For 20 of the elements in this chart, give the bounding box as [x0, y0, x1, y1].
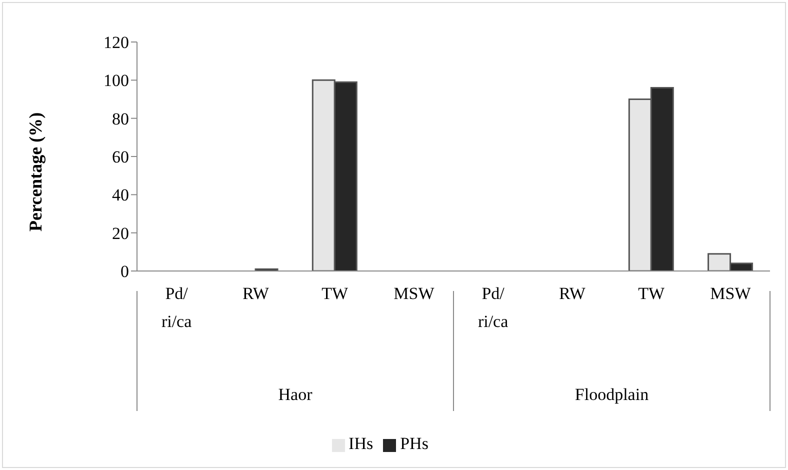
y-axis-title: Percentage (%) — [25, 112, 46, 232]
x-tick-label: RW — [242, 284, 270, 303]
x-tick-label: RW — [558, 284, 586, 303]
y-tick-label: 60 — [112, 148, 129, 167]
text: Haor — [278, 385, 313, 404]
x-tick-label: TW — [638, 284, 666, 303]
y-tick-label: 80 — [112, 109, 129, 128]
y-tick-label: 100 — [104, 71, 129, 90]
y-tick-label: 120 — [104, 33, 129, 52]
x-tick-label: Pd/ri/ca — [161, 284, 192, 331]
y-tick-label: 40 — [112, 186, 129, 205]
y-tick-label: 0 — [120, 262, 129, 282]
x-tick-label: MSW — [710, 284, 752, 303]
text: Floodplain — [574, 385, 650, 404]
x-tick-label: MSW — [394, 284, 436, 303]
x-tick-label: Pd/ri/ca — [478, 284, 509, 331]
y-tick-label: 20 — [112, 224, 129, 243]
legend-label: PHs — [400, 434, 428, 453]
x-tick-label: TW — [322, 284, 349, 303]
legend-label: IHs — [348, 434, 374, 453]
